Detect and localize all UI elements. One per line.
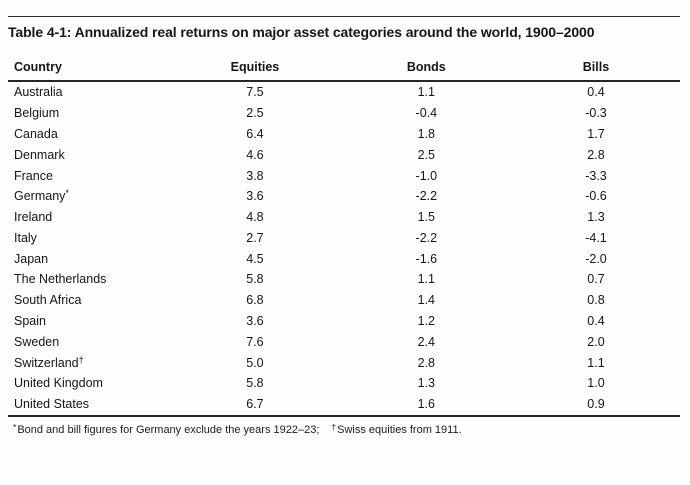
country-name: United States [14, 397, 90, 412]
bonds-value: -1.6 [415, 251, 438, 266]
bonds-value: 1.8 [417, 126, 435, 141]
country-footnote-marker: * [65, 188, 69, 199]
column-header-bills: Bills [582, 60, 610, 74]
bills-value: 0.9 [587, 397, 605, 412]
footnote-swiss-text: Swiss equities from 1911. [337, 423, 462, 436]
equities-value: 3.8 [246, 168, 264, 183]
bills-value: 0.7 [587, 272, 605, 287]
bills-value: -0.3 [585, 106, 607, 121]
bonds-value: 2.5 [417, 147, 435, 162]
bonds-value: 1.2 [417, 313, 435, 328]
country-name: Germany [14, 189, 66, 204]
equities-value: 4.6 [246, 147, 264, 162]
country-name: Italy [14, 230, 37, 245]
bills-value: 1.3 [587, 210, 605, 225]
bonds-value: -0.4 [415, 106, 438, 121]
table-row: France 3.8 -1.0 -3.3 [8, 165, 680, 186]
country-name: Switzerland [14, 355, 79, 370]
table-row: Germany* 3.6 -2.2 -0.6 [8, 186, 680, 207]
bills-value: 2.0 [587, 334, 605, 349]
bonds-value: 1.4 [417, 293, 435, 308]
bonds-value: 2.8 [417, 355, 435, 370]
bonds-value: -1.0 [415, 168, 438, 183]
country-name: United Kingdom [14, 376, 103, 391]
bills-value: -2.0 [585, 251, 607, 266]
equities-value: 7.6 [246, 334, 264, 349]
country-footnote-marker: † [78, 354, 84, 365]
top-rule [8, 16, 680, 17]
country-name: Canada [14, 126, 58, 141]
table-row: Japan 4.5 -1.6 -2.0 [8, 248, 680, 269]
country-name: Australia [14, 85, 63, 100]
bills-value: -0.6 [585, 189, 607, 204]
bonds-value: 1.6 [417, 397, 435, 412]
table-row: South Africa 6.8 1.4 0.8 [8, 290, 680, 311]
footnote-germany-text: Bond and bill figures for Germany exclud… [17, 423, 320, 436]
bonds-value: 1.1 [417, 272, 435, 287]
equities-value: 3.6 [246, 313, 264, 328]
bonds-value: 1.3 [417, 376, 435, 391]
table-row: Sweden 7.6 2.4 2.0 [8, 331, 680, 352]
equities-value: 5.0 [246, 355, 264, 370]
bills-value: 1.7 [587, 126, 605, 141]
equities-value: 4.5 [246, 251, 264, 266]
bills-value: 2.8 [587, 147, 605, 162]
equities-value: 5.8 [246, 376, 264, 391]
table-row: Spain 3.6 1.2 0.4 [8, 311, 680, 332]
footnote-asterisk-marker: * [13, 421, 17, 432]
footnote: *Bond and bill figures for Germany exclu… [8, 421, 682, 437]
equities-value: 6.4 [246, 126, 264, 141]
bonds-value: 1.5 [417, 210, 435, 225]
table-body: Australia 7.5 1.1 0.4 Belgium 2.5 -0.4 -… [8, 81, 680, 416]
bills-value: 1.0 [587, 376, 605, 391]
equities-value: 2.5 [246, 106, 264, 121]
returns-table: Country Equities Bonds Bills Australia 7… [8, 60, 680, 417]
column-header-bonds: Bonds [406, 60, 446, 74]
country-name: Spain [14, 313, 46, 328]
table-figure: Table 4-1: Annualized real returns on ma… [0, 16, 690, 437]
bills-value: -3.3 [585, 168, 607, 183]
bonds-value: -2.2 [415, 230, 438, 245]
table-row: Ireland 4.8 1.5 1.3 [8, 207, 680, 228]
column-header-country: Country [14, 60, 62, 74]
table-row: The Netherlands 5.8 1.1 0.7 [8, 269, 680, 290]
table-row: Belgium 2.5 -0.4 -0.3 [8, 103, 680, 124]
bills-value: 1.1 [587, 355, 605, 370]
country-name: Denmark [14, 147, 65, 162]
equities-value: 6.7 [246, 397, 264, 412]
table-row: Australia 7.5 1.1 0.4 [8, 81, 680, 103]
equities-value: 3.6 [246, 189, 264, 204]
country-name: Sweden [14, 334, 60, 349]
country-name: France [14, 168, 53, 183]
table-row: United States 6.7 1.6 0.9 [8, 394, 680, 416]
equities-value: 7.5 [246, 85, 264, 100]
equities-value: 2.7 [246, 230, 264, 245]
table-title: Table 4-1: Annualized real returns on ma… [8, 24, 595, 40]
country-name: The Netherlands [14, 272, 107, 287]
country-name: Ireland [14, 210, 53, 225]
equities-value: 5.8 [246, 272, 264, 287]
bonds-value: 2.4 [417, 334, 435, 349]
bills-value: 0.4 [587, 85, 605, 100]
bills-value: 0.8 [587, 293, 605, 308]
header-row: Country Equities Bonds Bills [8, 60, 680, 81]
bills-value: -4.1 [585, 230, 607, 245]
equities-value: 6.8 [246, 293, 264, 308]
footnote-dagger-marker: † [331, 421, 337, 432]
country-name: Belgium [14, 106, 60, 121]
bonds-value: 1.1 [417, 85, 435, 100]
equities-value: 4.8 [246, 210, 264, 225]
table-row: Switzerland† 5.0 2.8 1.1 [8, 352, 680, 373]
bonds-value: -2.2 [415, 189, 438, 204]
table-row: Canada 6.4 1.8 1.7 [8, 124, 680, 145]
country-name: Japan [14, 251, 49, 266]
table-row: Italy 2.7 -2.2 -4.1 [8, 227, 680, 248]
column-header-equities: Equities [230, 60, 280, 74]
table-row: United Kingdom 5.8 1.3 1.0 [8, 373, 680, 394]
table-row: Denmark 4.6 2.5 2.8 [8, 144, 680, 165]
bills-value: 0.4 [587, 313, 605, 328]
country-name: South Africa [14, 293, 82, 308]
